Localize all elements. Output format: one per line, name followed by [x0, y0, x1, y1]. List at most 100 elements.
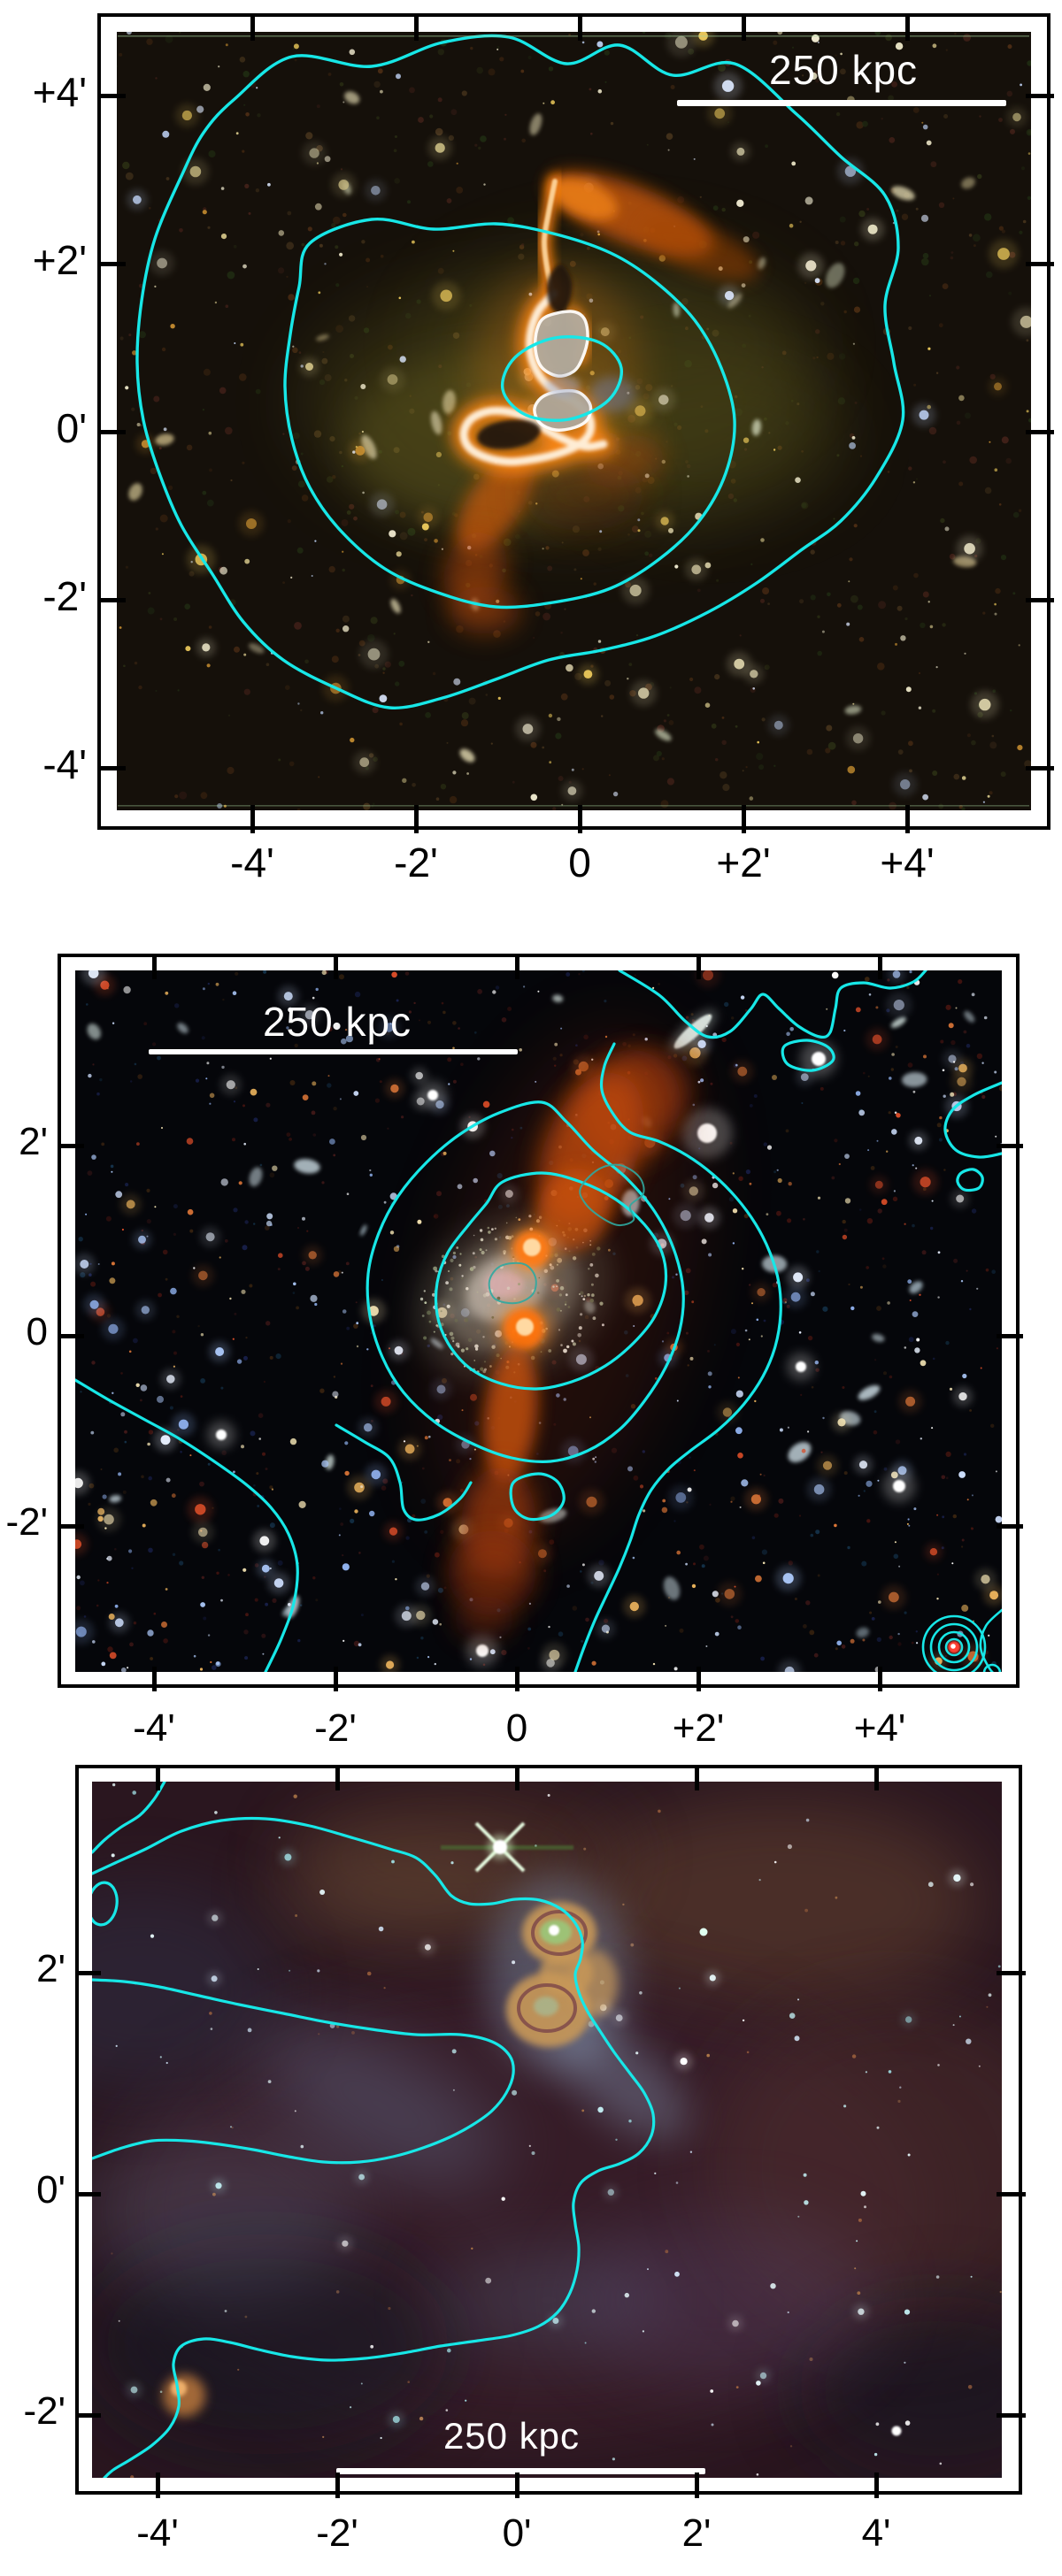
y-tick-label: 0' [56, 405, 87, 451]
axis-tick [1026, 598, 1054, 602]
y-tick-label: 2' [19, 1120, 48, 1163]
axis-tick [695, 2472, 699, 2498]
axis-tick [997, 2413, 1026, 2418]
axis-tick [695, 1765, 699, 1790]
scalebar-label: 250 kpc [442, 2415, 581, 2457]
lower-lobe-tail [454, 1596, 514, 1642]
diffuse-clouds [92, 1791, 1002, 2478]
sky-image-bottom [92, 1782, 1002, 2478]
axis-tick [250, 805, 255, 833]
scalebar-bar [677, 100, 1006, 106]
axis-tick [742, 13, 746, 41]
axis-tick [515, 1667, 519, 1691]
y-tick-label: -2' [5, 1500, 48, 1544]
axis-tick [152, 1667, 157, 1691]
y-tick-label: -2' [42, 573, 87, 619]
artifact-line-bottom [118, 805, 1029, 807]
axis-tick [97, 598, 126, 602]
axis-tick [152, 954, 157, 979]
y-tick-label: +4' [32, 69, 87, 115]
x-tick-label: -4' [136, 2511, 179, 2555]
axis-tick [156, 1765, 160, 1790]
x-tick-label: 4' [861, 2511, 891, 2555]
lower-lobe [448, 1530, 536, 1615]
scalebar-bar [336, 2468, 705, 2474]
radio-faint [522, 460, 646, 531]
axis-tick [997, 1334, 1023, 1338]
axis-tick [997, 1144, 1023, 1148]
axis-tick [997, 2192, 1026, 2196]
xray-contours [75, 970, 1002, 1672]
xray-contours [92, 1782, 656, 2478]
axis-tick [156, 2472, 160, 2498]
axis-tick [97, 94, 126, 98]
x-tick-label: 0 [568, 840, 591, 886]
x-tick-label: -4' [230, 840, 274, 886]
axis-tick [1026, 430, 1054, 434]
y-tick-label: 2' [36, 1947, 65, 1990]
x-tick-label: -2' [316, 2511, 358, 2555]
x-tick-label: 2' [681, 2511, 712, 2555]
axis-tick [905, 805, 910, 833]
double-lobed-radio-source [487, 1877, 628, 2072]
radio-blob-south [450, 586, 520, 634]
axis-tick [696, 954, 701, 979]
y-tick-label: 0' [36, 2168, 65, 2212]
xray-contours [135, 34, 905, 709]
sky-image-top [117, 32, 1031, 810]
axis-tick [878, 1667, 882, 1691]
x-tick-label: -2' [314, 1706, 357, 1750]
axis-tick [97, 262, 126, 266]
x-tick-label: +2' [716, 840, 771, 886]
axis-tick [1026, 766, 1054, 770]
south-lobe-core [534, 1997, 558, 2016]
radio-plume [456, 453, 535, 552]
y-tick-label: +2' [32, 237, 87, 283]
axis-tick [1026, 262, 1054, 266]
axis-tick [874, 2472, 879, 2498]
radio-band-knot [550, 178, 618, 220]
axis-tick [515, 954, 519, 979]
axis-tick [578, 13, 582, 41]
diffraction-spike-star [441, 1819, 573, 1875]
scalebar-label: 250 kpc [262, 999, 412, 1045]
axis-tick [335, 2472, 340, 2498]
x-tick-label: 0' [502, 2511, 532, 2555]
radio-band-tail [643, 218, 759, 281]
axis-tick [75, 2413, 101, 2418]
y-tick-label: 0 [26, 1310, 48, 1353]
small-spiked-star [677, 1928, 730, 1936]
central-dark-cavities [477, 264, 573, 449]
axis-tick [97, 430, 126, 434]
axis-tick [334, 1667, 338, 1691]
scalebar-bar [149, 1049, 518, 1054]
ringed-compact-source [921, 1614, 1002, 1672]
artifact-line-top [118, 35, 1029, 37]
axis-tick [1026, 94, 1054, 98]
axis-tick [75, 1971, 101, 1975]
axis-tick [58, 1144, 84, 1148]
x-tick-label: +4' [880, 840, 935, 886]
axis-tick [578, 805, 582, 833]
axis-tick [97, 766, 126, 770]
axis-tick [878, 954, 882, 979]
x-tick-label: -2' [394, 840, 438, 886]
scalebar-label: 250 kpc [768, 47, 919, 93]
axis-tick [250, 13, 255, 41]
axis-tick [414, 13, 419, 41]
axis-tick [515, 2472, 519, 2498]
axis-tick [874, 1765, 879, 1790]
x-tick-label: 0 [505, 1706, 528, 1750]
axis-tick [58, 1334, 84, 1338]
axis-tick [696, 1667, 701, 1691]
axis-tick [905, 13, 910, 41]
small-spiked-star [876, 2420, 917, 2442]
sky-image-middle [75, 970, 1002, 1672]
y-tick-label: -4' [42, 741, 87, 787]
axis-tick [414, 805, 419, 833]
x-tick-label: +4' [853, 1706, 906, 1750]
axis-tick [515, 1765, 519, 1790]
x-tick-label: -4' [133, 1706, 175, 1750]
axis-tick [334, 954, 338, 979]
axis-tick [58, 1524, 84, 1529]
